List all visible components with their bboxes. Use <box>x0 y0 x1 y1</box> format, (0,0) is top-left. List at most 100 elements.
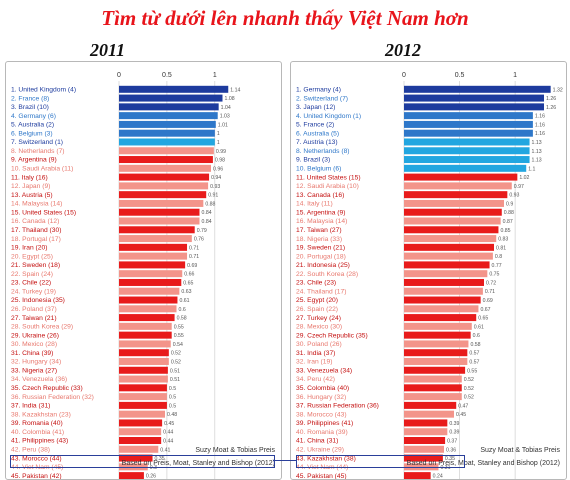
country-label: 10. Saudi Arabia (11) <box>11 166 73 173</box>
value-label: 0.87 <box>503 219 513 225</box>
bar <box>404 173 518 181</box>
bar <box>404 252 493 260</box>
bar <box>404 472 431 479</box>
country-label: 2. Switzerland (7) <box>296 95 348 102</box>
bar <box>404 261 490 269</box>
bar <box>119 199 204 207</box>
year-label-2011: 2011 <box>90 40 126 60</box>
credit-source: Based on Preis, Moat, Stanley and Bishop… <box>121 460 275 467</box>
bar <box>404 437 446 444</box>
country-label: 41. Philippines (43) <box>11 438 68 445</box>
bar <box>404 445 444 453</box>
value-label: 0.71 <box>485 289 495 295</box>
country-label: 7. Austria (13) <box>296 139 338 146</box>
bar <box>404 375 462 383</box>
bar <box>119 191 207 199</box>
value-label: 0.6 <box>179 307 186 313</box>
country-label: 2. France (8) <box>11 95 49 102</box>
bar <box>404 340 469 348</box>
country-label: 22. South Korea (28) <box>296 271 358 278</box>
value-label: 0.44 <box>163 430 173 436</box>
value-label: 0.84 <box>202 210 212 216</box>
country-label: 30. Mexico (28) <box>11 341 57 348</box>
country-label: 27. Turkey (24) <box>296 315 341 322</box>
country-label: 20. Egypt (25) <box>11 253 53 260</box>
value-label: 1.04 <box>221 105 231 111</box>
country-label: 33. Venezuela (34) <box>296 367 352 374</box>
value-label: 0.58 <box>177 316 187 322</box>
value-label: 0.45 <box>164 421 174 427</box>
bar <box>404 226 499 234</box>
value-label: 0.51 <box>170 368 180 374</box>
bar <box>119 428 162 436</box>
bar <box>404 235 497 243</box>
country-label: 14. Malaysia (14) <box>11 201 62 208</box>
bar <box>404 103 544 111</box>
country-label: 41. China (31) <box>296 438 338 445</box>
value-label: 0.81 <box>496 245 506 251</box>
bar <box>119 138 215 146</box>
country-label: 9. Argentina (9) <box>11 157 57 164</box>
bar <box>119 331 172 339</box>
bar <box>404 147 530 155</box>
bar <box>404 120 533 128</box>
bar <box>119 103 219 111</box>
country-label: 23. Chile (22) <box>11 280 51 287</box>
value-label: 1.1 <box>528 166 535 172</box>
value-label: 1.14 <box>230 87 240 93</box>
country-label: 21. Indonesia (25) <box>296 262 350 269</box>
value-label: 0.9 <box>506 201 513 207</box>
value-label: 0.71 <box>189 254 199 260</box>
value-label: 0.98 <box>215 158 225 164</box>
value-label: 0.55 <box>467 368 477 374</box>
bar <box>404 270 488 278</box>
country-label: 34. Peru (42) <box>296 376 335 383</box>
country-label: 29. Czech Republic (35) <box>296 332 368 339</box>
country-label: 45. Pakistan (42) <box>11 473 62 479</box>
bar <box>404 401 457 409</box>
bar <box>119 217 200 225</box>
country-label: 19. Iran (20) <box>11 245 47 252</box>
country-label: 29. Ukraine (26) <box>11 332 59 339</box>
bar <box>404 208 502 216</box>
value-label: 0.52 <box>464 395 474 401</box>
country-label: 18. Portugal (17) <box>11 236 61 243</box>
value-label: 0.5 <box>169 403 176 409</box>
country-label: 36. Hungary (32) <box>296 394 346 401</box>
bar <box>404 331 471 339</box>
credit-source: Based on Preis, Moat, Stanley and Bishop… <box>406 460 560 467</box>
value-label: 0.71 <box>189 245 199 251</box>
x-tick-label: 0 <box>117 72 121 79</box>
bar <box>119 472 144 479</box>
country-label: 12. Saudi Arabia (10) <box>296 183 359 190</box>
bar <box>404 287 483 295</box>
value-label: 0.5 <box>169 386 176 392</box>
bar <box>404 94 544 102</box>
value-label: 0.69 <box>187 263 197 269</box>
country-label: 15. Argentina (9) <box>296 209 345 216</box>
country-label: 4. United Kingdom (1) <box>296 113 361 120</box>
bar <box>404 454 443 462</box>
bar <box>119 147 214 155</box>
country-label: 37. Russian Federation (36) <box>296 403 379 410</box>
value-label: 0.67 <box>480 307 490 313</box>
year-label-2012: 2012 <box>385 40 421 60</box>
value-label: 0.99 <box>216 149 226 155</box>
value-label: 0.36 <box>446 447 456 453</box>
value-label: 0.61 <box>474 324 484 330</box>
bar <box>404 463 439 471</box>
bar <box>404 243 494 251</box>
value-label: 0.88 <box>205 201 215 207</box>
country-label: 39. Philippines (41) <box>296 420 353 427</box>
country-label: 30. Poland (26) <box>296 341 342 348</box>
country-label: 4. Germany (6) <box>11 113 56 120</box>
value-label: 1.16 <box>535 114 545 120</box>
bar <box>404 182 512 190</box>
bar <box>119 454 153 462</box>
bar <box>404 191 508 199</box>
value-label: 0.65 <box>183 280 193 286</box>
country-label: 39. Romania (40) <box>11 420 63 427</box>
bar <box>119 445 159 453</box>
value-label: 0.93 <box>210 184 220 190</box>
value-label: 0.93 <box>509 193 519 199</box>
